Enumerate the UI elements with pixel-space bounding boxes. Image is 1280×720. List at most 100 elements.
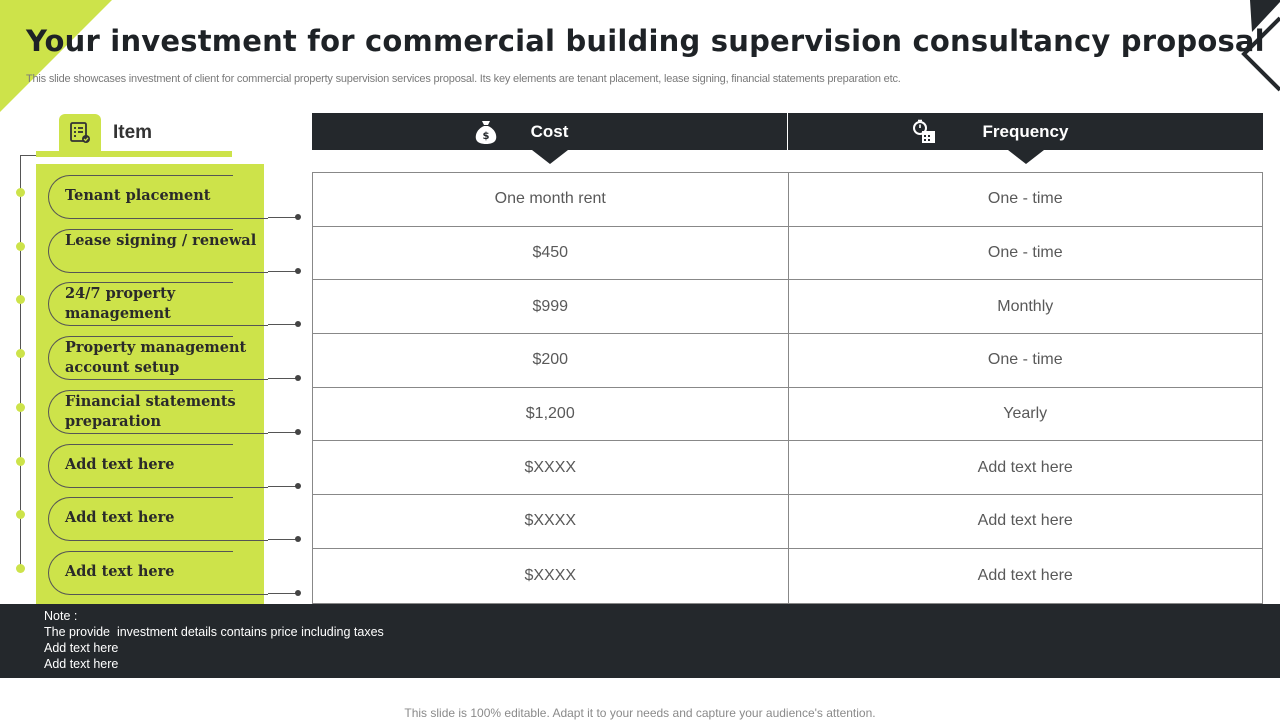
frequency-column-header: Frequency	[788, 113, 1263, 150]
pill-underline	[232, 593, 268, 595]
item-label: Add text here	[65, 509, 175, 527]
item-pill	[48, 497, 233, 542]
frequency-cell: One - time	[787, 226, 1263, 280]
frequency-cell: Add text here	[787, 495, 1263, 548]
item-column-header: Item	[36, 114, 232, 158]
timeline-dot	[16, 510, 25, 520]
cost-cell: $XXXX	[524, 512, 577, 530]
timeline-dot	[16, 456, 25, 466]
cost-cell: $XXXX	[524, 458, 577, 476]
item-label: Financial statements preparation	[65, 392, 236, 430]
frequency-cell: Yearly	[787, 387, 1263, 441]
cost-cell: $1,200	[525, 405, 575, 423]
connector-end-dot	[295, 536, 301, 543]
item-connector	[268, 378, 298, 380]
page-subtitle: This slide showcases investment of clien…	[26, 73, 901, 85]
cost-cell: One month rent	[494, 190, 606, 208]
investment-table: One month rent One - time $450 One - time $9…	[312, 172, 1263, 604]
corner-decoration-left	[0, 0, 112, 112]
item-row: Property management account setup	[0, 333, 310, 387]
item-pill	[48, 228, 233, 273]
item-connector	[268, 431, 298, 433]
cost-column-header: $ Cost	[312, 113, 787, 150]
note-line: Add text here	[44, 657, 119, 671]
item-label: Property management account setup	[65, 339, 247, 377]
stopwatch-calendar-icon	[913, 119, 935, 143]
item-label: Tenant placement	[65, 187, 211, 204]
connector-end-dot	[295, 267, 301, 274]
item-connector	[268, 485, 298, 487]
timeline-dot	[16, 402, 25, 412]
item-row: Add text here	[0, 548, 310, 602]
note-heading: Note :	[44, 609, 78, 623]
cost-cell: $XXXX	[524, 566, 577, 584]
item-connector	[268, 270, 298, 272]
cost-column-label: Cost	[530, 121, 569, 141]
table-row: $XXXX Add text here	[313, 441, 1263, 496]
timeline-dot	[16, 563, 25, 573]
pill-underline	[232, 432, 268, 434]
connector-end-dot	[295, 321, 301, 328]
item-row: 24/7 property management	[0, 279, 310, 333]
pill-underline	[232, 540, 268, 542]
item-row: Financial statements preparation	[0, 387, 310, 441]
frequency-header-pointer	[1008, 150, 1044, 164]
table-row: $450 One - time	[313, 226, 1263, 281]
item-pill	[48, 443, 233, 488]
item-connector	[268, 324, 298, 326]
item-row: Add text here	[0, 494, 310, 548]
timeline-dot	[16, 188, 25, 197]
table-row: $1,200 Yearly	[313, 387, 1263, 442]
connector-end-dot	[295, 428, 301, 435]
frequency-cell: Add text here	[787, 548, 1263, 603]
timeline-dot	[16, 349, 25, 359]
checklist-icon	[59, 114, 101, 152]
table-row: $999 Monthly	[313, 280, 1263, 335]
item-pill	[48, 336, 233, 381]
cost-header-pointer	[532, 150, 568, 164]
frequency-cell: One - time	[787, 173, 1263, 226]
table-row: One month rent One - time	[313, 173, 1262, 227]
pill-underline	[232, 486, 268, 488]
pill-underline	[232, 271, 268, 273]
cost-cell: $200	[532, 351, 569, 369]
frequency-cell: Add text here	[787, 441, 1263, 495]
item-pill	[48, 389, 233, 434]
table-row: $200 One - time	[313, 334, 1262, 388]
connector-end-dot	[295, 214, 301, 220]
item-label: Add text here	[65, 455, 175, 473]
item-label: 24/7 property management	[65, 285, 176, 323]
frequency-cell: Monthly	[787, 280, 1263, 334]
connector-end-dot	[295, 589, 301, 596]
item-label: Add text here	[65, 562, 175, 580]
timeline-dot	[16, 295, 25, 305]
note-line: Add text here	[44, 641, 119, 655]
item-row: Tenant placement	[0, 172, 310, 226]
timeline-line	[20, 155, 21, 570]
item-pill	[48, 175, 233, 219]
svg-text:$: $	[483, 131, 490, 142]
item-row: Add text here	[0, 441, 310, 495]
item-connector	[268, 217, 298, 218]
table-row: $XXXX Add text here	[313, 548, 1263, 603]
frequency-cell: One - time	[787, 334, 1263, 387]
money-bag-icon: $	[475, 121, 497, 144]
pill-underline	[232, 379, 268, 381]
page-title: Your investment for commercial building …	[26, 24, 1265, 58]
item-label: Lease signing / renewal	[65, 231, 257, 249]
item-pill	[48, 282, 233, 327]
item-connector	[268, 539, 298, 541]
item-column-label: Item	[113, 122, 153, 143]
item-pill	[48, 550, 233, 595]
pill-underline	[232, 218, 268, 219]
corner-decoration-right	[1241, 0, 1280, 92]
item-header-underline	[36, 151, 232, 157]
note-bar: Note : The provide investment details co…	[0, 604, 1280, 678]
item-connector	[268, 592, 298, 594]
frequency-column-label: Frequency	[982, 121, 1069, 141]
item-row: Lease signing / renewal	[0, 226, 310, 280]
cost-cell: $450	[532, 244, 569, 262]
pill-underline	[232, 325, 268, 327]
note-line: The provide investment details contains …	[44, 625, 384, 639]
footer-text: This slide is 100% editable. Adapt it to…	[404, 706, 876, 720]
